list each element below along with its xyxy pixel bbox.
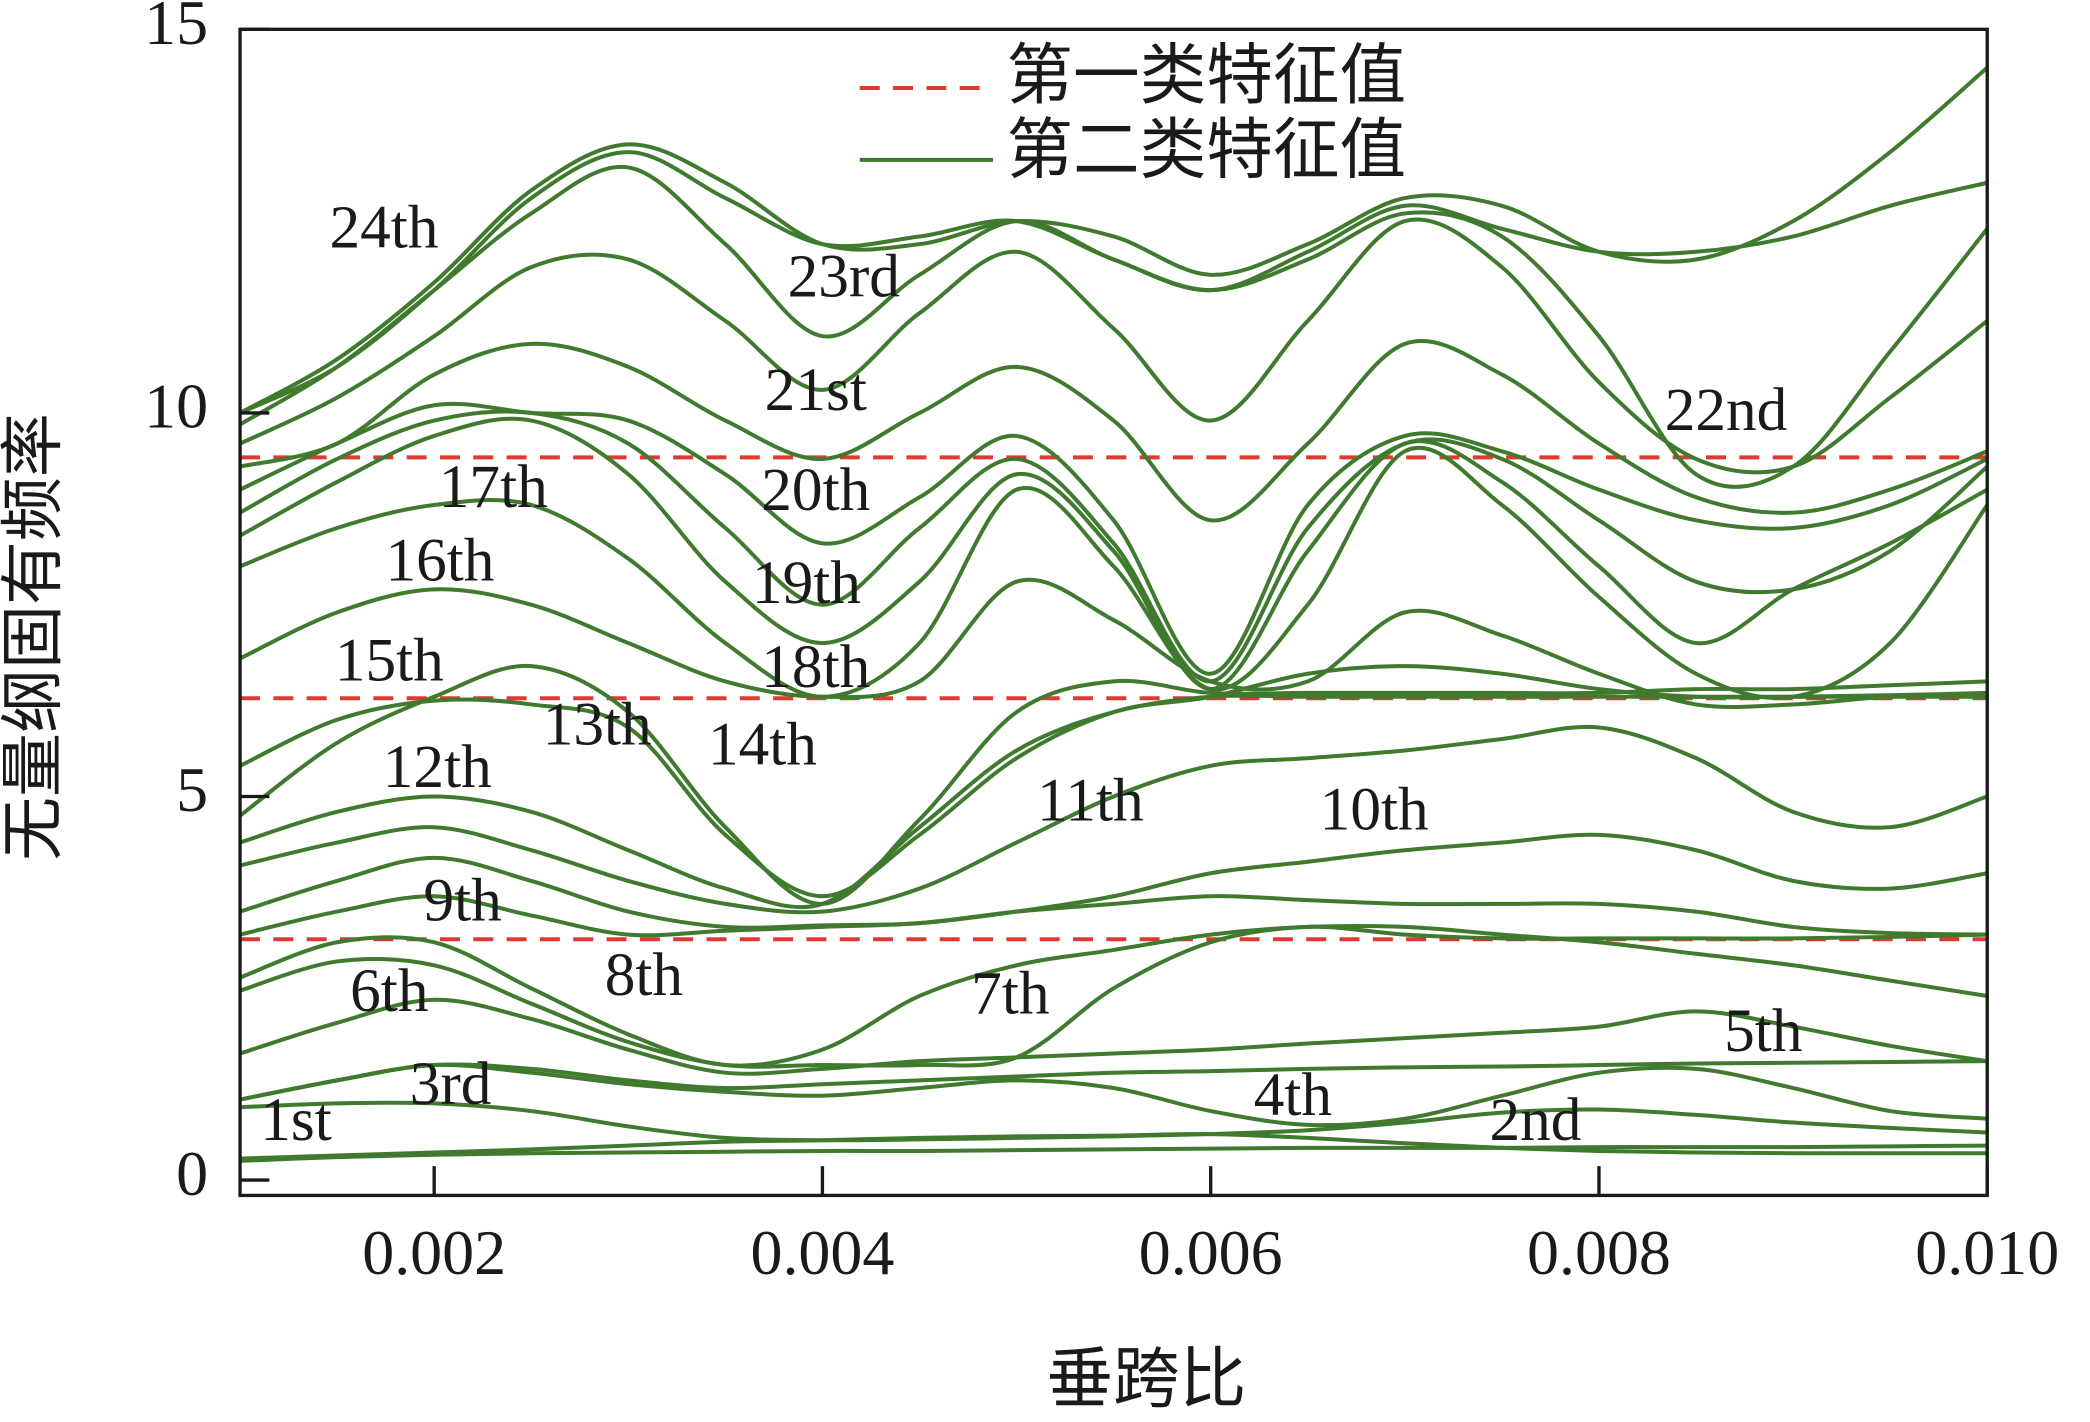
x-axis-title: 垂跨比 — [1046, 1343, 1246, 1416]
y-tick-label: 5 — [176, 754, 208, 825]
curve-label: 19th — [752, 549, 861, 617]
curve — [239, 1100, 1988, 1143]
curve — [239, 338, 1988, 523]
curve — [239, 409, 1989, 684]
curve — [239, 664, 1988, 899]
x-tick-label: 0.008 — [1527, 1217, 1671, 1288]
curve-label: 13th — [543, 690, 652, 758]
curve — [239, 1143, 1988, 1163]
curve-label: 14th — [708, 710, 817, 778]
curve — [238, 663, 1988, 906]
x-tick-label: 0.004 — [750, 1217, 894, 1288]
curve — [239, 997, 1988, 1076]
curve — [239, 217, 1989, 475]
curve-label: 4th — [1254, 1061, 1332, 1129]
curve — [239, 445, 1989, 700]
curve-label: 2nd — [1489, 1086, 1581, 1154]
curve-label: 5th — [1724, 997, 1802, 1065]
curve — [239, 401, 1989, 676]
plot-frame — [238, 27, 1989, 1198]
curve-label: 7th — [971, 960, 1049, 1028]
curve — [239, 724, 1988, 915]
curve-label: 16th — [385, 526, 494, 594]
curve — [239, 1059, 1988, 1102]
curve — [239, 1062, 1988, 1128]
curve-label: 17th — [439, 453, 548, 521]
curve — [239, 416, 1989, 692]
curve-label: 10th — [1320, 776, 1429, 844]
curve-label: 22nd — [1665, 376, 1788, 444]
curve-label: 20th — [761, 456, 870, 524]
curve — [239, 150, 1988, 415]
curve — [239, 832, 1988, 930]
curve-label: 8th — [605, 941, 683, 1009]
curve-label: 18th — [761, 633, 870, 701]
curve-label: 24th — [329, 193, 438, 261]
curve-label: 9th — [423, 866, 501, 934]
curve-label: 15th — [335, 626, 444, 694]
curve-label: 3rd — [410, 1050, 492, 1118]
x-tick-label: 0.002 — [362, 1217, 506, 1288]
x-tick-label: 0.010 — [1915, 1217, 2059, 1288]
legend-label: 第一类特征值 — [1006, 40, 1406, 113]
y-tick-label: 0 — [176, 1138, 208, 1209]
y-tick-label: 15 — [144, 0, 208, 58]
curve — [239, 924, 1988, 1069]
legend-label: 第二类特征值 — [1006, 115, 1406, 188]
y-axis-title: 无量纲固有频率 — [0, 413, 69, 861]
curve — [239, 923, 1988, 1068]
curve — [239, 66, 1989, 415]
curve-label: 6th — [350, 957, 428, 1025]
curve-label: 1st — [260, 1086, 332, 1154]
curve-label: 12th — [383, 733, 492, 801]
x-tick-label: 0.006 — [1139, 1217, 1283, 1288]
curve-label: 23rd — [788, 243, 900, 311]
curve-label: 21st — [765, 356, 867, 424]
curve-label: 11th — [1037, 766, 1144, 834]
y-tick-label: 10 — [144, 371, 208, 442]
curve — [239, 577, 1988, 710]
curve — [239, 894, 1988, 938]
